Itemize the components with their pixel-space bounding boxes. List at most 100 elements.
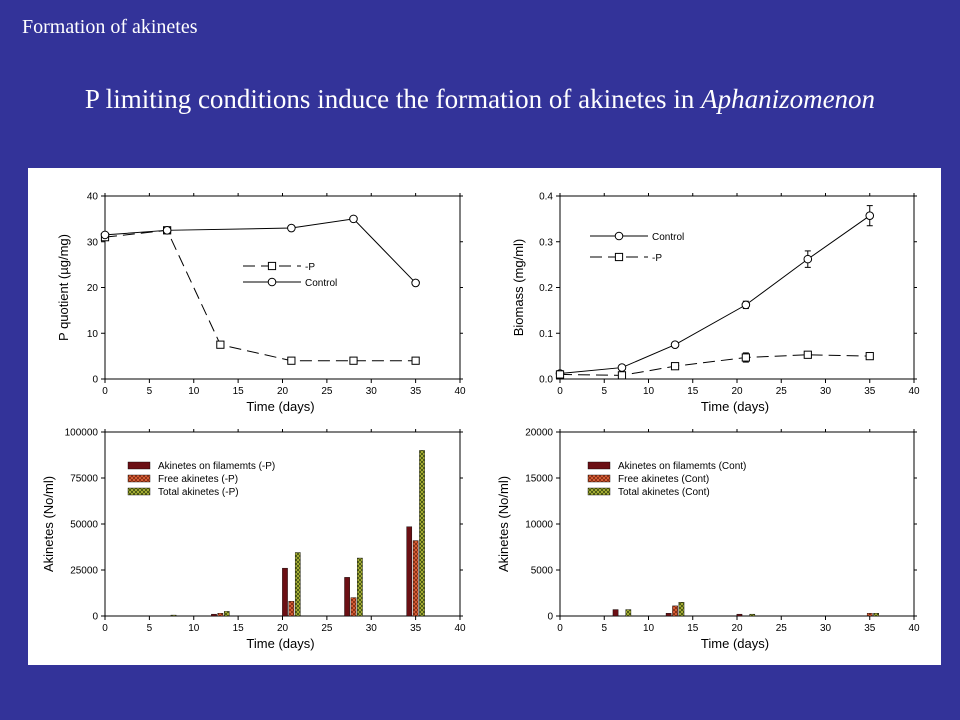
plot-frame: [104, 195, 461, 380]
y-tick-label: 0: [547, 612, 553, 623]
data-point: [865, 211, 875, 220]
data-point: [670, 362, 680, 371]
slide-title: P limiting conditions induce the formati…: [0, 84, 960, 115]
series-line: [104, 229, 416, 362]
bar-filaments: [282, 567, 288, 617]
x-tick-label: 0: [557, 386, 563, 397]
legend-entry: -P: [305, 262, 315, 273]
bar-total: [419, 450, 425, 617]
figure-panel: 0 5 10 15 20 25 30 35 40 0 10 20 30 40 Time (days) P qu…: [28, 168, 941, 665]
x-tick-label: 30: [366, 386, 378, 397]
y-axis-title: Akinetes (No/ml): [41, 476, 56, 572]
x-axis-title: Time (days): [246, 399, 314, 414]
x-tick-label: 10: [188, 386, 200, 397]
x-tick-label: 35: [410, 386, 422, 397]
x-tick-label: 25: [776, 386, 788, 397]
data-point: [349, 214, 358, 224]
legend-swatch: [127, 487, 151, 496]
bar-filaments: [736, 613, 743, 617]
bar-total: [170, 614, 177, 617]
legend-entry: Total akinetes (-P): [158, 487, 239, 498]
y-axis-title: P quotient (µg/mg): [56, 234, 71, 341]
data-point: [162, 226, 172, 235]
series-line: [559, 215, 871, 375]
data-point: [617, 371, 627, 380]
y-tick-label: 10: [87, 329, 99, 340]
legend-swatch: [587, 474, 611, 483]
x-tick-label: 30: [366, 623, 378, 634]
legend-entry: Akinetes on filamemts (-P): [158, 461, 275, 472]
x-tick-label: 15: [687, 623, 699, 634]
x-tick-label: 20: [277, 386, 289, 397]
y-tick-label: 20: [87, 283, 99, 294]
data-point: [216, 340, 225, 349]
y-tick-label: 0: [92, 375, 98, 386]
y-tick-label: 75000: [70, 474, 98, 485]
y-tick-label: 0.0: [539, 375, 553, 386]
legend-entry: Control: [305, 278, 337, 289]
bar-total: [625, 609, 632, 617]
x-tick-label: 5: [601, 623, 607, 634]
data-point: [865, 352, 874, 361]
bar-free: [866, 613, 873, 617]
y-axis-title: Biomass (mg/ml): [511, 239, 526, 337]
x-tick-label: 5: [147, 623, 153, 634]
x-tick-label: 10: [643, 623, 655, 634]
x-tick-label: 5: [601, 386, 607, 397]
bar-free: [288, 601, 295, 617]
x-tick-label: 35: [864, 386, 876, 397]
plot-frame: [559, 195, 915, 380]
data-point: [803, 350, 812, 359]
x-tick-label: 0: [102, 386, 108, 397]
x-tick-label: 25: [321, 386, 333, 397]
bar-free: [217, 613, 224, 617]
x-tick-label: 15: [687, 386, 699, 397]
x-tick-label: 0: [557, 623, 563, 634]
legend-marker: [614, 252, 624, 262]
legend: Control -P: [590, 231, 684, 264]
series-minus-p: [555, 350, 874, 380]
data-point: [287, 223, 296, 233]
legend-swatch: [587, 487, 611, 496]
legend-marker: [267, 277, 277, 287]
chart-akinetes-control: 0 5 10 15 20 25 30 35 40 0 5000 10000 15000 20000 Time…: [496, 428, 920, 652]
series-line: [559, 354, 870, 376]
y-tick-label: 40: [87, 192, 99, 203]
x-tick-label: 20: [731, 623, 743, 634]
x-tick-label: 35: [864, 623, 876, 634]
bar-free: [672, 605, 678, 617]
legend-entry: Total akinetes (Cont): [618, 487, 710, 498]
y-tick-label: 10000: [525, 520, 553, 531]
x-tick-label: 30: [820, 386, 832, 397]
bar-total: [678, 602, 685, 617]
data-point: [741, 300, 751, 310]
bar-total: [873, 613, 879, 617]
legend-marker: [614, 231, 624, 241]
bar-free: [412, 540, 419, 617]
data-point: [287, 356, 296, 365]
y-tick-label: 20000: [525, 428, 553, 439]
y-tick-label: 0: [92, 612, 98, 623]
data-point: [349, 356, 358, 365]
x-tick-label: 40: [454, 623, 466, 634]
figure-svg: 0 5 10 15 20 25 30 35 40 0 10 20 30 40 Time (days) P qu…: [41, 192, 920, 652]
data-point: [555, 370, 565, 379]
x-tick-label: 25: [321, 623, 333, 634]
x-axis-title: Time (days): [246, 636, 314, 651]
x-tick-label: 10: [643, 386, 655, 397]
data-point: [617, 363, 627, 372]
legend-entry: Free akinetes (Cont): [618, 474, 709, 485]
x-tick-label: 40: [908, 623, 920, 634]
data-point: [670, 340, 680, 349]
bar-total: [357, 557, 363, 617]
x-tick-label: 0: [102, 623, 108, 634]
slide-section-label: Formation of akinetes: [22, 16, 198, 38]
chart-biomass: 0 5 10 15 20 25 30 35 40 0.0 0.1 0.2 0.3 0.4 Time (day…: [511, 192, 920, 415]
chart-akinetes-minus-p: 0 5 10 15 20 25 30 35 40 0 25000 50000 75000 100000 Ti…: [41, 428, 466, 652]
bar-filaments: [211, 613, 217, 617]
y-tick-label: 0.4: [539, 192, 553, 203]
y-tick-label: 15000: [525, 474, 553, 485]
x-tick-label: 40: [908, 386, 920, 397]
legend-marker: [267, 261, 277, 271]
y-tick-label: 5000: [531, 566, 554, 577]
